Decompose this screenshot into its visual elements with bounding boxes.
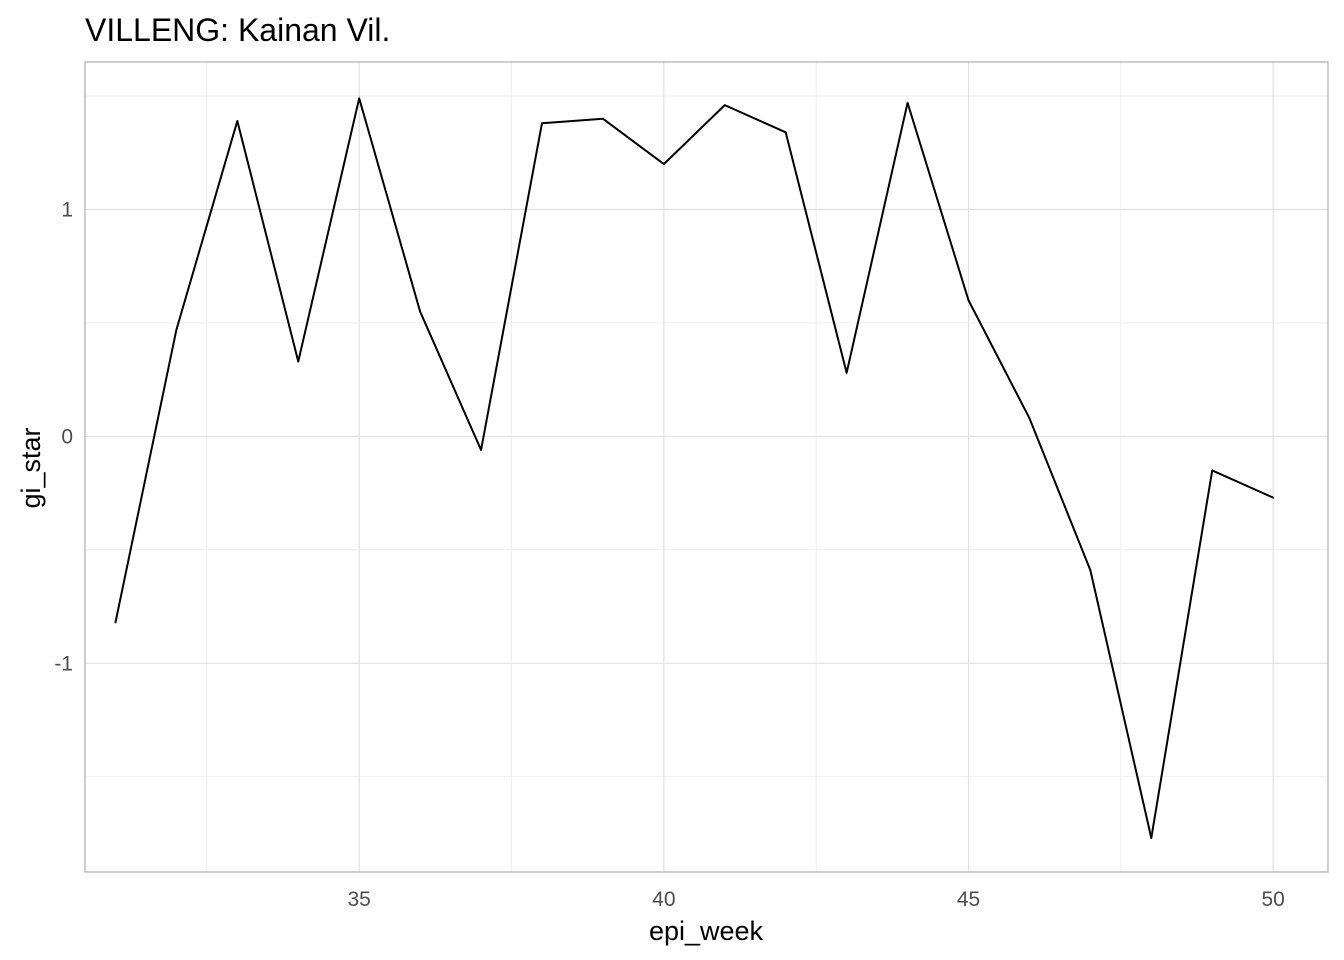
y-tick-label: -1: [54, 652, 73, 675]
x-axis-title: epi_week: [649, 916, 764, 946]
x-tick-label: 50: [1261, 888, 1284, 911]
x-tick-label: 40: [652, 888, 675, 911]
series-line: [114, 97, 1275, 839]
plot-panel-border: [84, 61, 1329, 873]
x-axis-ticks: 35 40 45 50: [348, 888, 1285, 911]
minor-gridlines: [85, 62, 1328, 872]
y-axis-ticks: -1 0 1: [54, 198, 73, 675]
chart-title: VILLENG: Kainan Vil.: [85, 12, 390, 48]
major-gridlines: [85, 62, 1328, 872]
x-tick-label: 35: [348, 888, 371, 911]
y-axis-title: gi_star: [16, 427, 46, 508]
y-tick-label: 1: [61, 198, 73, 221]
series-group: [114, 97, 1275, 839]
y-tick-label: 0: [61, 425, 73, 448]
x-tick-label: 45: [957, 888, 980, 911]
